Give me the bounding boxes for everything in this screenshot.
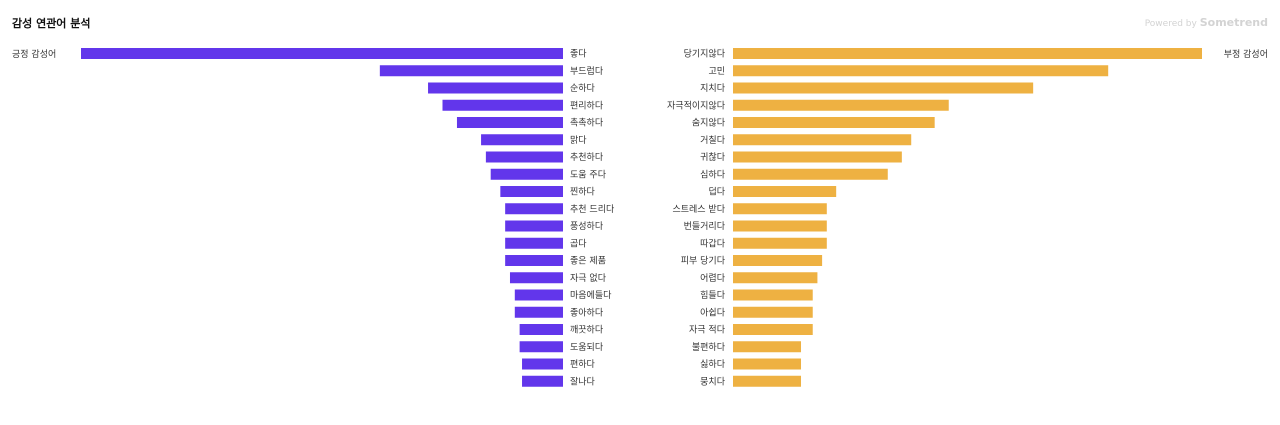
negative-bar-10[interactable] xyxy=(733,220,827,232)
positive-bar-17[interactable] xyxy=(519,341,563,353)
page-title: 감성 연관어 분석 xyxy=(12,17,91,30)
negative-bar-label-6: 귀찮다 xyxy=(700,152,726,163)
positive-bar-5[interactable] xyxy=(481,134,563,146)
positive-bar-label-17: 도움되다 xyxy=(570,342,604,353)
positive-bar-label-7: 도움 주다 xyxy=(570,169,607,180)
positive-bar-18[interactable] xyxy=(522,358,563,370)
negative-bar-label-12: 피부 당기다 xyxy=(681,256,726,267)
positive-bar-1[interactable] xyxy=(379,65,563,77)
positive-bar-label-8: 찐하다 xyxy=(570,187,596,198)
brand-logo: Sometrend xyxy=(1199,16,1268,29)
positive-bar-label-0: 좋다 xyxy=(570,49,587,60)
positive-bar-9[interactable] xyxy=(505,203,563,215)
negative-bar-label-5: 거칠다 xyxy=(700,135,726,146)
positive-bar-label-16: 깨끗하다 xyxy=(570,324,604,336)
negative-bar-2[interactable] xyxy=(733,82,1034,94)
powered-by-text: Powered by xyxy=(1144,19,1197,29)
positive-bar-label-1: 부드럽다 xyxy=(570,66,604,77)
positive-bar-label-19: 잘나다 xyxy=(570,375,596,387)
negative-bar-label-4: 숨지않다 xyxy=(692,118,726,129)
negative-bar-0[interactable] xyxy=(733,48,1202,59)
positive-bar-3[interactable] xyxy=(442,99,564,111)
negative-bar-18[interactable] xyxy=(733,358,802,370)
negative-bar-7[interactable] xyxy=(733,168,888,180)
negative-bar-label-0: 당기지않다 xyxy=(684,49,726,60)
negative-bar-label-19: 뭉치다 xyxy=(700,375,726,387)
negative-bar-19[interactable] xyxy=(733,375,802,387)
negative-bar-label-18: 싫하다 xyxy=(700,359,726,370)
positive-bar-8[interactable] xyxy=(500,186,563,197)
negative-bar-label-10: 번들거리다 xyxy=(684,221,726,232)
positive-bar-11[interactable] xyxy=(505,237,563,249)
negative-bar-label-13: 어렵다 xyxy=(700,273,726,284)
negative-bar-label-7: 심하다 xyxy=(700,169,726,180)
positive-bar-10[interactable] xyxy=(505,220,563,232)
positive-bar-label-13: 자극 없다 xyxy=(570,273,607,284)
negative-bar-label-2: 지치다 xyxy=(700,82,726,94)
negative-bar-label-16: 자극 적다 xyxy=(689,324,726,336)
negative-bar-5[interactable] xyxy=(733,134,912,146)
negative-bar-14[interactable] xyxy=(733,289,813,301)
negative-bar-label-11: 따갑다 xyxy=(700,237,726,249)
negative-bar-label-1: 고민 xyxy=(708,66,725,77)
positive-bar-12[interactable] xyxy=(505,255,563,266)
negative-bar-label-15: 아쉽다 xyxy=(700,307,726,318)
positive-bar-2[interactable] xyxy=(428,82,563,94)
positive-bar-0[interactable] xyxy=(81,48,563,59)
positive-bar-19[interactable] xyxy=(522,375,563,387)
negative-bar-13[interactable] xyxy=(733,272,818,284)
negative-bar-11[interactable] xyxy=(733,237,827,249)
negative-bar-label-9: 스트레스 받다 xyxy=(672,204,725,215)
positive-bar-6[interactable] xyxy=(485,151,563,163)
negative-bar-6[interactable] xyxy=(733,151,902,163)
negative-bar-17[interactable] xyxy=(733,341,802,353)
positive-bar-label-4: 촉촉하다 xyxy=(570,118,604,129)
positive-bar-label-11: 곱다 xyxy=(570,238,587,249)
negative-bar-15[interactable] xyxy=(733,306,813,318)
negative-bar-1[interactable] xyxy=(733,65,1109,77)
positive-bar-14[interactable] xyxy=(514,289,563,301)
negative-bar-3[interactable] xyxy=(733,99,949,111)
positive-bar-16[interactable] xyxy=(519,324,563,335)
negative-bar-16[interactable] xyxy=(733,324,813,335)
positive-bar-15[interactable] xyxy=(514,306,563,318)
positive-bar-label-10: 풍성하다 xyxy=(570,221,604,232)
negative-bar-label-3: 자극적이지않다 xyxy=(667,99,726,111)
negative-series-label: 부정 감성어 xyxy=(1223,50,1268,60)
positive-bar-label-18: 편하다 xyxy=(570,358,596,370)
positive-series-label: 긍정 감성어 xyxy=(12,50,57,60)
positive-bar-label-12: 좋은 제품 xyxy=(570,256,606,267)
negative-bar-label-14: 힘들다 xyxy=(700,290,726,301)
negative-bar-9[interactable] xyxy=(733,203,827,215)
negative-bar-label-17: 불편하다 xyxy=(692,341,726,353)
negative-bar-8[interactable] xyxy=(733,186,837,197)
powered-by: Powered by Sometrend xyxy=(1145,16,1268,29)
positive-bar-label-5: 맑다 xyxy=(570,134,587,146)
negative-bar-4[interactable] xyxy=(733,117,935,128)
positive-bar-label-15: 좋아하다 xyxy=(570,307,604,318)
negative-bar-label-8: 덥다 xyxy=(708,186,725,198)
positive-bar-13[interactable] xyxy=(509,272,563,284)
negative-bar-12[interactable] xyxy=(733,255,823,266)
positive-bar-4[interactable] xyxy=(456,117,563,128)
positive-bar-label-3: 편리하다 xyxy=(570,99,604,111)
positive-bar-label-9: 추천 드리다 xyxy=(570,204,615,215)
positive-bar-label-2: 순하다 xyxy=(570,83,596,94)
positive-bar-label-6: 추천하다 xyxy=(570,152,604,163)
positive-bar-7[interactable] xyxy=(490,168,563,180)
positive-bar-label-14: 마음에들다 xyxy=(570,290,612,301)
